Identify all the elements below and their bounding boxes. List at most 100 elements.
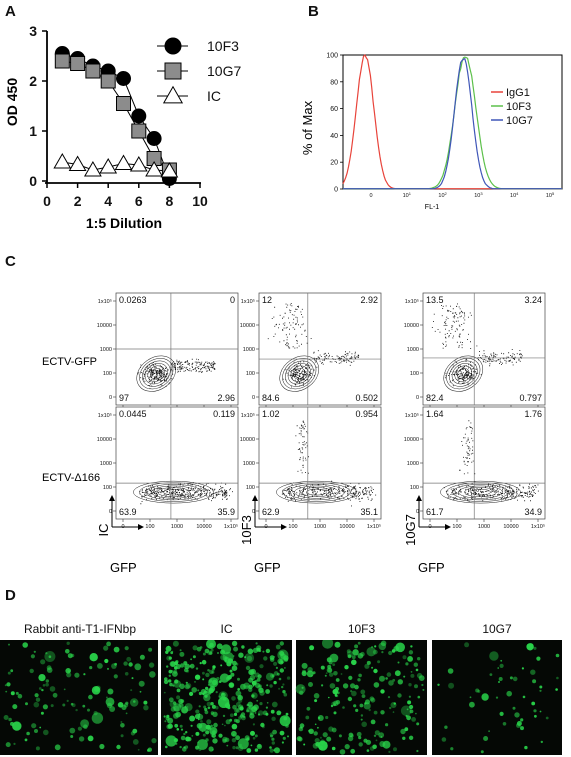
fluorescent-cell (5, 690, 8, 693)
x-tick-exponent: 1 (409, 191, 412, 196)
fluorescent-cell (338, 734, 342, 738)
fluorescent-cell (526, 643, 534, 651)
fluorescent-cell (309, 645, 315, 651)
panel-letter-d: D (5, 587, 16, 604)
fluorescent-cell (266, 684, 269, 687)
flow-contour (306, 488, 327, 496)
fluorescent-cell (397, 693, 402, 698)
legend-marker-10f3 (164, 37, 182, 55)
fluorescent-cell (132, 728, 138, 734)
fluorescent-cell (227, 706, 231, 710)
flow-y-tick-label: 1000 (243, 347, 255, 353)
fluorescent-cell (373, 682, 380, 688)
fluorescent-cell (202, 652, 206, 656)
flow-y-tick-label: 100 (246, 371, 255, 377)
fluorescent-cell (313, 731, 318, 736)
fluorescent-cell (197, 689, 200, 692)
fluorescent-cell (176, 695, 181, 700)
y-tick-label: 1 (29, 123, 37, 139)
flow-contour (142, 360, 171, 387)
xlabel-gfp-2: GFP (254, 560, 281, 575)
flow-contour (451, 363, 475, 385)
fluorescent-cell (270, 657, 275, 662)
fluorescent-cell (218, 695, 221, 698)
fluorescent-cell (66, 699, 69, 702)
fluorescent-cell (211, 733, 216, 738)
fluorescent-cell (389, 706, 392, 710)
fluorescent-cell (273, 661, 278, 666)
fluorescent-cell (139, 690, 142, 693)
axis-arrowhead-y (109, 495, 115, 501)
fluorescent-cell (250, 730, 255, 736)
fluorescent-cell (279, 668, 284, 673)
fluorescent-cell (148, 662, 155, 668)
fluorescent-cell (12, 704, 18, 710)
fluorescent-cell (524, 745, 528, 750)
fluorescent-cell (235, 662, 239, 666)
fluorescent-cell (218, 696, 230, 708)
flow-y-tick-label: 100 (246, 485, 255, 491)
x-tick-label: 4 (104, 193, 112, 209)
fluorescent-cell (74, 672, 80, 678)
fluorescent-cell (512, 706, 516, 710)
fluorescent-cell (4, 684, 7, 687)
fluorescent-cell (358, 673, 362, 678)
fluorescent-cell (219, 673, 230, 683)
fluorescent-cell (498, 677, 503, 681)
quadrant-upper-left-value: 1.64 (426, 409, 444, 419)
data-point-10f3 (116, 71, 131, 86)
fluorescent-cell (35, 697, 41, 702)
fluorescent-cell (197, 741, 199, 744)
panel-letter-c: C (5, 253, 16, 270)
flow-contour (446, 358, 481, 390)
fluorescent-cell (244, 735, 250, 741)
fluorescent-cell (325, 715, 329, 720)
flow-contour (457, 368, 470, 380)
fluorescent-cell (49, 686, 56, 692)
micro-title-rabbit: Rabbit anti-T1-IFNbp (23, 622, 137, 636)
flow-x-tick-label: 100 (288, 524, 297, 530)
fluorescent-cell (409, 709, 414, 714)
flow-y-tick-label: 0 (109, 509, 112, 515)
fluorescent-cell (392, 711, 395, 713)
flow-contour (282, 482, 351, 502)
fluorescent-cell (388, 680, 394, 686)
fluorescent-cell (197, 739, 208, 750)
fluorescent-cell (198, 748, 202, 751)
quadrant-lower-left-value: 84.6 (262, 393, 280, 403)
micro-images (0, 640, 562, 755)
fluorescent-cell (89, 666, 93, 670)
data-point-10g7 (116, 96, 131, 111)
flow-y-tick-label: 100 (410, 485, 419, 491)
fluorescent-cell (75, 708, 78, 712)
fluorescent-cell (7, 671, 11, 675)
x-tick-label: 8 (166, 193, 174, 209)
fluorescent-cell (411, 717, 416, 722)
fluorescent-cell (417, 657, 421, 661)
fluorescent-cell (33, 650, 36, 653)
fluorescent-cell (190, 658, 193, 661)
flow-contour (288, 484, 345, 501)
fluorescent-cell (417, 695, 421, 699)
flow-plot-frame (422, 292, 546, 406)
fluorescent-cell (347, 654, 352, 659)
fluorescent-cell (509, 676, 513, 680)
fluorescent-cell (251, 692, 258, 699)
fluorescent-cell (209, 669, 214, 675)
fluorescent-cell (184, 683, 190, 690)
flow-y-tick-label: 1x10⁵ (405, 412, 419, 419)
fluorescent-cell (180, 699, 185, 703)
fluorescent-cell (191, 687, 197, 693)
fluorescent-cell (70, 735, 74, 738)
fluorescent-cell (319, 736, 322, 739)
fluorescent-cell (46, 667, 53, 673)
fluorescent-cell (366, 647, 376, 657)
fluorescent-cell (91, 712, 104, 724)
fluorescent-cell (179, 745, 182, 749)
fluorescent-cell (173, 713, 179, 719)
fluorescent-cell (231, 665, 238, 671)
fluorescent-cell (378, 642, 387, 651)
fluorescent-cell (278, 677, 282, 681)
fluorescent-cell (498, 681, 500, 683)
fluorescent-cell (279, 641, 284, 646)
